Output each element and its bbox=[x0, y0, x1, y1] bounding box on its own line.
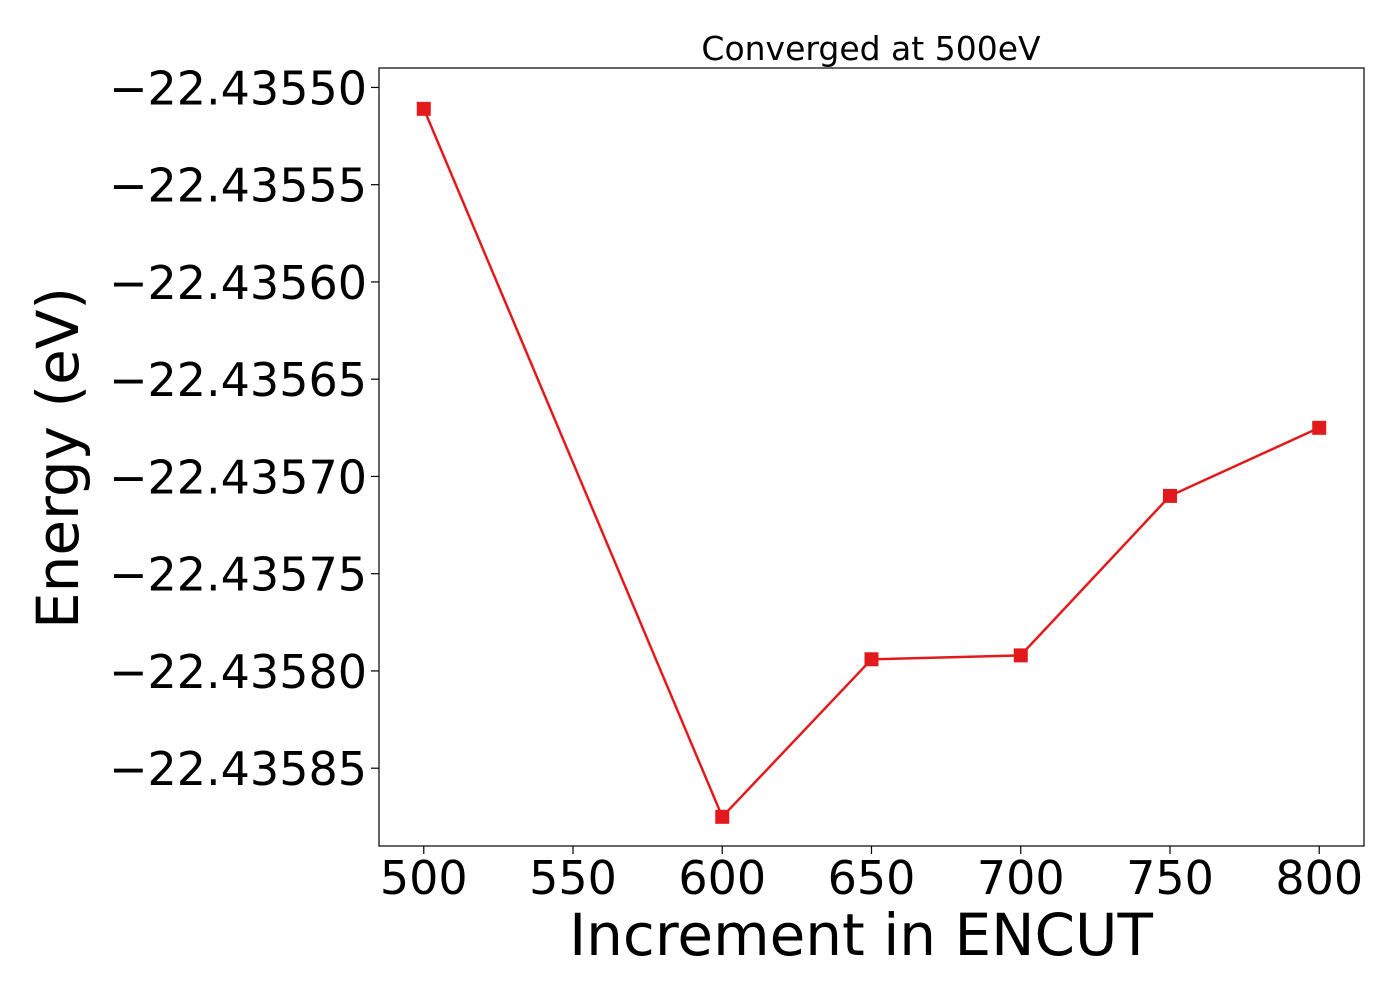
data-point-marker bbox=[715, 809, 730, 824]
x-tick-label: 600 bbox=[678, 851, 766, 905]
x-tick-label: 800 bbox=[1275, 851, 1363, 905]
x-tick-label: 750 bbox=[1126, 851, 1214, 905]
y-tick-label: −22.43550 bbox=[109, 61, 367, 115]
data-point-marker bbox=[1013, 648, 1028, 663]
x-tick-label: 550 bbox=[529, 851, 617, 905]
y-axis: −22.43550 −22.43555 −22.43560 −22.43565 −22.… bbox=[109, 61, 379, 796]
y-tick-label: −22.43585 bbox=[109, 742, 367, 796]
data-point-marker bbox=[864, 652, 879, 667]
series-line bbox=[422, 108, 1320, 820]
series-markers bbox=[416, 101, 1327, 824]
data-point-marker bbox=[1312, 420, 1327, 435]
x-tick-label: 500 bbox=[380, 851, 468, 905]
x-tick-label: 700 bbox=[977, 851, 1065, 905]
x-axis: 500 550 600 650 700 750 800 bbox=[380, 846, 1363, 905]
plot-area-frame bbox=[378, 67, 1365, 847]
data-point-marker bbox=[416, 101, 431, 116]
y-tick-label: −22.43570 bbox=[109, 450, 367, 504]
y-tick-label: −22.43575 bbox=[109, 548, 367, 602]
y-axis-title: Energy (eV) bbox=[24, 287, 92, 629]
data-point-marker bbox=[1162, 488, 1177, 503]
y-tick-label: −22.43580 bbox=[109, 645, 367, 699]
y-tick-label: −22.43565 bbox=[109, 353, 367, 407]
y-tick-label: −22.43560 bbox=[109, 256, 367, 310]
x-axis-title: Increment in ENCUT bbox=[569, 901, 1153, 969]
y-tick-label: −22.43555 bbox=[109, 159, 367, 213]
chart-title: Converged at 500eV bbox=[701, 29, 1041, 68]
x-tick-label: 650 bbox=[828, 851, 916, 905]
